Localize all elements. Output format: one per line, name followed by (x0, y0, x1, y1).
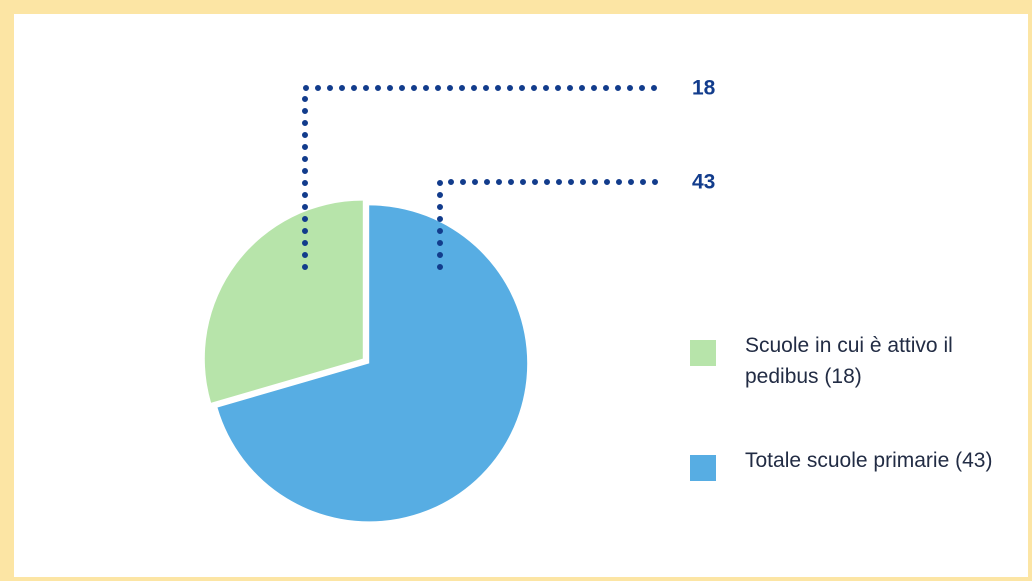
legend-label: Scuole in cui è attivo il pedibus (18) (745, 334, 953, 388)
data-label: 43 (692, 171, 715, 194)
pie-slice (204, 200, 363, 403)
leader-line (437, 179, 668, 270)
legend-item: Scuole in cui è attivo il pedibus (18) (690, 330, 995, 392)
legend-swatch (690, 455, 716, 481)
pie-slice (217, 205, 528, 522)
data-label: 18 (692, 77, 716, 100)
legend-item: Totale scuole primarie (43) (690, 445, 995, 481)
legend-label: Totale scuole primarie (43) (745, 449, 993, 472)
leader-line (302, 85, 668, 270)
legend-swatch (690, 340, 716, 366)
